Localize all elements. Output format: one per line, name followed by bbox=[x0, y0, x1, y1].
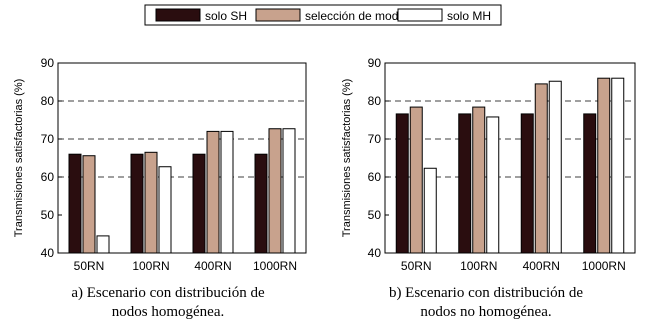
chart-b-plot-frame bbox=[384, 62, 636, 254]
chart-a-bar-solo-mh-1000rn bbox=[282, 128, 296, 254]
chart-a-plot-frame bbox=[57, 62, 307, 254]
chart-a-bar-solo-sh-100rn bbox=[130, 153, 144, 254]
chart-a-bar-seleccion-de-modo-400rn bbox=[206, 130, 220, 254]
chart-a-bar-solo-mh-400rn bbox=[220, 130, 234, 254]
legend-label-solo-sh: solo SH bbox=[205, 9, 247, 23]
chart-a-bar-solo-sh-400rn bbox=[192, 153, 206, 254]
legend-swatch-solo-mh bbox=[397, 8, 443, 22]
chart-a-ytick-90: 90 bbox=[41, 56, 55, 70]
chart-b-xtick-1000rn: 1000RN bbox=[582, 259, 626, 273]
chart-a-caption-line2: nodos homogénea. bbox=[111, 304, 225, 320]
chart-a-ytick-80: 80 bbox=[41, 94, 55, 108]
chart-b-bar-solo-mh-1000rn bbox=[611, 77, 625, 254]
chart-a-bar-seleccion-de-modo-100rn bbox=[144, 151, 158, 254]
chart-a-ytick-60: 60 bbox=[41, 170, 55, 184]
chart-b-ytick-80: 80 bbox=[368, 94, 382, 108]
chart-a-caption-line1: a) Escenario con distribución de bbox=[71, 285, 265, 301]
chart-a-bar-solo-mh-50rn bbox=[96, 235, 110, 254]
chart-b-caption-line1: b) Escenario con distribución de bbox=[388, 285, 584, 301]
chart-a-bar-solo-mh-100rn bbox=[158, 166, 172, 254]
chart-b-bar-solo-sh-100rn bbox=[458, 113, 472, 254]
chart-a-bar-seleccion-de-modo-50rn bbox=[82, 155, 96, 254]
legend-swatch-solo-sh bbox=[155, 8, 201, 22]
legend: solo SH selección de modo solo MH bbox=[144, 4, 502, 26]
legend-swatch-seleccion-de-modo bbox=[255, 8, 301, 22]
chart-a-xtick-50rn: 50RN bbox=[74, 259, 105, 273]
chart-a-bar-solo-sh-50rn bbox=[68, 153, 82, 254]
chart-b-bar-seleccion-de-modo-1000rn bbox=[597, 77, 611, 254]
chart-b-ytick-60: 60 bbox=[368, 170, 382, 184]
chart-b-bar-seleccion-de-modo-100rn bbox=[472, 106, 486, 254]
chart-b-ytick-90: 90 bbox=[368, 56, 382, 70]
chart-a-caption: a) Escenario con distribución de nodos h… bbox=[18, 284, 318, 322]
chart-a-ylabel: Transmisiones satisfactorias (%) bbox=[13, 79, 25, 238]
chart-b-ylabel: Transmisiones satisfactorias (%) bbox=[341, 79, 353, 238]
chart-b-bar-solo-sh-50rn bbox=[395, 113, 409, 254]
chart-a-ytick-50: 50 bbox=[41, 208, 55, 222]
chart-b-xtick-50rn: 50RN bbox=[401, 259, 432, 273]
chart-b-ytick-40: 40 bbox=[368, 246, 382, 260]
chart-a: 50RN 100RN 400RN 1000RN 40 50 60 70 80 90 bbox=[41, 56, 307, 273]
chart-b-bar-seleccion-de-modo-50rn bbox=[409, 106, 423, 254]
chart-a-xtick-400rn: 400RN bbox=[194, 259, 231, 273]
legend-label-solo-mh: solo MH bbox=[447, 9, 491, 23]
legend-label-seleccion-de-modo: selección de modo bbox=[305, 9, 405, 23]
chart-a-bar-seleccion-de-modo-1000rn bbox=[268, 128, 282, 254]
chart-b-bar-solo-mh-400rn bbox=[548, 80, 562, 254]
chart-b-ytick-50: 50 bbox=[368, 208, 382, 222]
chart-b-xtick-400rn: 400RN bbox=[523, 259, 560, 273]
chart-a-xtick-1000rn: 1000RN bbox=[253, 259, 297, 273]
chart-b-caption-line2: nodos no homogénea. bbox=[420, 304, 552, 320]
chart-b-bar-solo-mh-100rn bbox=[486, 116, 500, 254]
chart-b-bar-seleccion-de-modo-400rn bbox=[534, 83, 548, 254]
chart-a-ytick-70: 70 bbox=[41, 132, 55, 146]
chart-b-bar-solo-sh-1000rn bbox=[583, 113, 597, 254]
chart-a-bar-solo-sh-1000rn bbox=[254, 153, 268, 254]
chart-b-ytick-70: 70 bbox=[368, 132, 382, 146]
chart-b-bar-solo-mh-50rn bbox=[423, 167, 437, 254]
chart-b-bar-solo-sh-400rn bbox=[520, 113, 534, 254]
chart-a-ytick-40: 40 bbox=[41, 246, 55, 260]
chart-b-caption: b) Escenario con distribución de nodos n… bbox=[336, 284, 636, 322]
chart-b-xtick-100rn: 100RN bbox=[460, 259, 497, 273]
chart-b: 50RN 100RN 400RN 1000RN 40 50 60 70 80 90 bbox=[368, 56, 636, 273]
chart-a-xtick-100rn: 100RN bbox=[132, 259, 169, 273]
